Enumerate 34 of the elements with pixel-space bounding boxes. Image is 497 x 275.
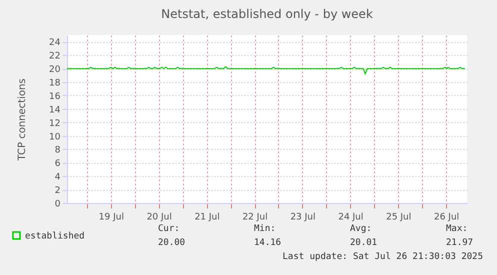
text: 20.00: [158, 238, 186, 248]
x-tick-label: 23 Jul: [290, 212, 316, 222]
text: 20.01: [350, 238, 378, 248]
text: Cur:: [158, 224, 180, 234]
y-tick-label: 0: [54, 200, 61, 210]
x-tick-label: 22 Jul: [242, 212, 268, 222]
y-tick-label: 12: [49, 118, 60, 129]
x-tick-label: 24 Jul: [338, 212, 364, 222]
line-series: [66, 66, 466, 74]
y-axis-title: TCP connections: [17, 78, 28, 162]
text: Avg:: [350, 224, 372, 234]
x-tick-label: 26 Jul: [434, 212, 460, 222]
y-tick-label: 18: [49, 78, 61, 89]
text: 14.16: [254, 238, 282, 248]
x-tick-label: 21 Jul: [194, 212, 220, 222]
x-tick-label: 20 Jul: [146, 212, 172, 222]
chart-title: Netstat, established only - by week: [161, 7, 373, 21]
y-tick-label: 8: [54, 146, 61, 156]
y-tick-label: 6: [54, 159, 61, 170]
y-tick-label: 4: [54, 172, 61, 183]
y-tick-label: 10: [49, 132, 61, 142]
legend-label: established: [25, 232, 85, 242]
text: Last update: Sat Jul 26 21:30:03 2025: [282, 252, 483, 262]
y-tick-label: 14: [49, 105, 61, 116]
text: Max:: [446, 224, 468, 234]
x-tick-label: 19 Jul: [98, 212, 124, 222]
y-tick-label: 20: [49, 65, 61, 76]
y-tick-label: 24: [49, 38, 61, 48]
text: 21.97: [446, 238, 474, 248]
y-tick-label: 22: [49, 52, 60, 62]
y-tick-label: 2: [54, 186, 60, 196]
y-tick-label: 16: [49, 92, 61, 102]
x-tick-label: 25 Jul: [386, 212, 412, 222]
text: Min:: [254, 224, 276, 234]
